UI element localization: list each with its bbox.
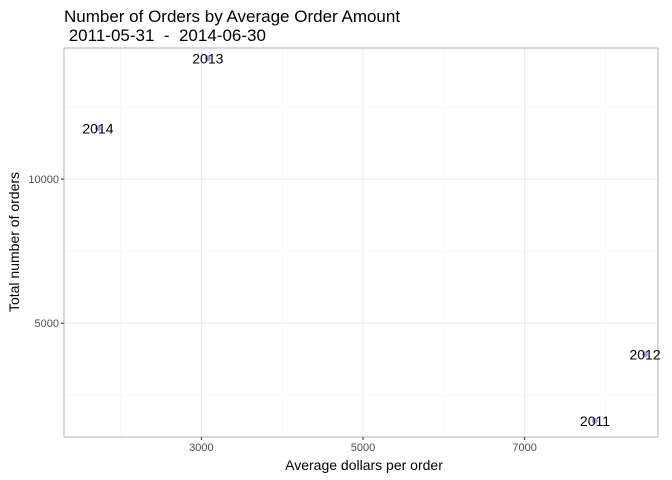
- y-axis-label: Total number of orders: [6, 172, 22, 312]
- point-label-2013: 2013: [192, 50, 223, 66]
- plot-panel-border: [63, 47, 659, 438]
- x-tick-label: 3000: [189, 442, 213, 454]
- axis-ticks: 3000 5000 7000 5000 10000: [28, 174, 536, 454]
- point-label-2012: 2012: [629, 346, 660, 362]
- chart-subtitle: 2011-05-31 - 2014-06-30: [64, 26, 266, 45]
- chart-title: Number of Orders by Average Order Amount: [64, 7, 400, 26]
- data-point-2012: [642, 351, 649, 358]
- data-point-2014: [94, 125, 101, 132]
- point-label-2011: 2011: [580, 413, 610, 429]
- y-tick-label: 10000: [28, 174, 59, 186]
- data-point-2013: [204, 55, 211, 62]
- data-point-2011: [591, 417, 598, 424]
- x-tick-label: 7000: [512, 442, 536, 454]
- point-label-2014: 2014: [82, 120, 113, 136]
- data-points: 2013 2014 2012 2011: [82, 50, 660, 428]
- y-tick-label: 5000: [35, 318, 59, 330]
- x-axis-label: Average dollars per order: [285, 457, 443, 473]
- grid-lines: [64, 48, 658, 437]
- x-tick-label: 5000: [351, 442, 375, 454]
